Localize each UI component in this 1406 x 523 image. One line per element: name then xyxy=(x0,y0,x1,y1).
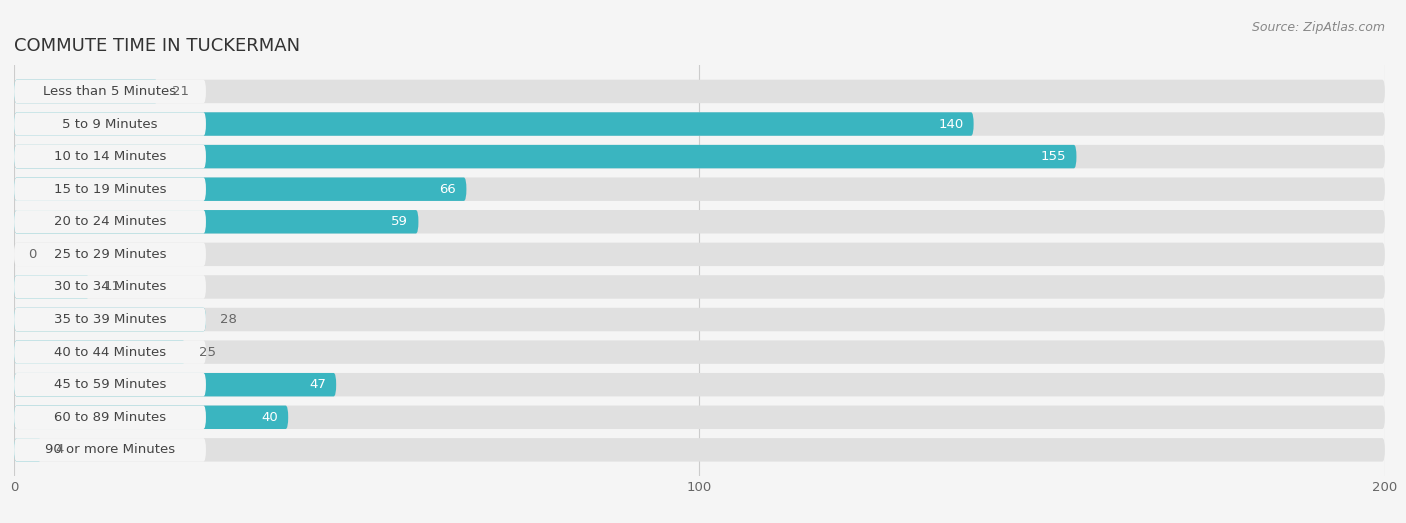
Text: COMMUTE TIME IN TUCKERMAN: COMMUTE TIME IN TUCKERMAN xyxy=(14,38,301,55)
Text: 15 to 19 Minutes: 15 to 19 Minutes xyxy=(53,183,166,196)
FancyBboxPatch shape xyxy=(14,405,207,429)
FancyBboxPatch shape xyxy=(14,308,1385,331)
FancyBboxPatch shape xyxy=(14,438,207,462)
Text: 140: 140 xyxy=(938,118,963,131)
FancyBboxPatch shape xyxy=(14,275,207,299)
FancyBboxPatch shape xyxy=(14,177,467,201)
Text: 66: 66 xyxy=(440,183,456,196)
Text: 20 to 24 Minutes: 20 to 24 Minutes xyxy=(53,215,166,228)
FancyBboxPatch shape xyxy=(14,145,1077,168)
Text: Less than 5 Minutes: Less than 5 Minutes xyxy=(44,85,177,98)
FancyBboxPatch shape xyxy=(14,79,157,103)
Text: 40: 40 xyxy=(262,411,278,424)
Text: 11: 11 xyxy=(103,280,120,293)
Text: 40 to 44 Minutes: 40 to 44 Minutes xyxy=(53,346,166,359)
Text: 30 to 34 Minutes: 30 to 34 Minutes xyxy=(53,280,166,293)
FancyBboxPatch shape xyxy=(14,112,207,136)
FancyBboxPatch shape xyxy=(14,177,207,201)
FancyBboxPatch shape xyxy=(14,145,207,168)
Text: 25: 25 xyxy=(200,346,217,359)
Text: 60 to 89 Minutes: 60 to 89 Minutes xyxy=(53,411,166,424)
Text: 21: 21 xyxy=(172,85,188,98)
Text: 0: 0 xyxy=(28,248,37,261)
FancyBboxPatch shape xyxy=(14,243,1385,266)
FancyBboxPatch shape xyxy=(14,79,207,103)
FancyBboxPatch shape xyxy=(14,340,186,364)
FancyBboxPatch shape xyxy=(14,405,288,429)
Text: 45 to 59 Minutes: 45 to 59 Minutes xyxy=(53,378,166,391)
FancyBboxPatch shape xyxy=(14,112,1385,136)
Text: 155: 155 xyxy=(1040,150,1066,163)
FancyBboxPatch shape xyxy=(14,405,1385,429)
Text: Source: ZipAtlas.com: Source: ZipAtlas.com xyxy=(1251,21,1385,34)
FancyBboxPatch shape xyxy=(14,340,1385,364)
FancyBboxPatch shape xyxy=(14,210,1385,233)
Text: 10 to 14 Minutes: 10 to 14 Minutes xyxy=(53,150,166,163)
Text: 47: 47 xyxy=(309,378,326,391)
Text: 5 to 9 Minutes: 5 to 9 Minutes xyxy=(62,118,157,131)
Text: 4: 4 xyxy=(55,444,63,457)
FancyBboxPatch shape xyxy=(14,308,207,331)
FancyBboxPatch shape xyxy=(14,373,336,396)
FancyBboxPatch shape xyxy=(14,79,1385,103)
FancyBboxPatch shape xyxy=(14,308,207,331)
Text: 59: 59 xyxy=(391,215,408,228)
FancyBboxPatch shape xyxy=(14,275,90,299)
FancyBboxPatch shape xyxy=(14,177,1385,201)
Text: 90 or more Minutes: 90 or more Minutes xyxy=(45,444,176,457)
Text: 35 to 39 Minutes: 35 to 39 Minutes xyxy=(53,313,166,326)
Text: 25 to 29 Minutes: 25 to 29 Minutes xyxy=(53,248,166,261)
FancyBboxPatch shape xyxy=(14,243,207,266)
FancyBboxPatch shape xyxy=(14,373,1385,396)
FancyBboxPatch shape xyxy=(14,373,207,396)
FancyBboxPatch shape xyxy=(14,210,419,233)
FancyBboxPatch shape xyxy=(14,112,973,136)
FancyBboxPatch shape xyxy=(14,275,1385,299)
FancyBboxPatch shape xyxy=(14,340,207,364)
FancyBboxPatch shape xyxy=(14,145,1385,168)
Text: 28: 28 xyxy=(219,313,236,326)
FancyBboxPatch shape xyxy=(14,438,1385,462)
FancyBboxPatch shape xyxy=(14,210,207,233)
FancyBboxPatch shape xyxy=(14,438,42,462)
